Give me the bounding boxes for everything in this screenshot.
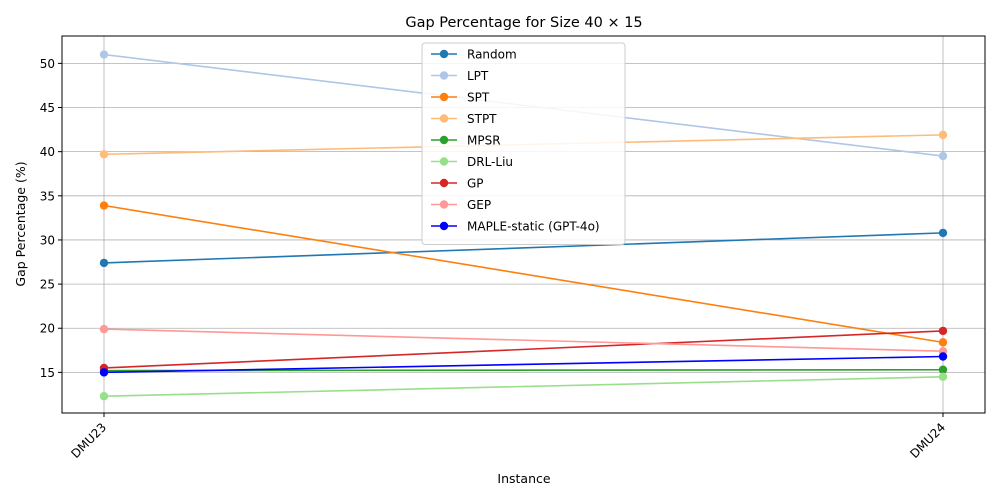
data-point bbox=[938, 228, 948, 238]
data-point bbox=[99, 368, 109, 377]
x-tick-label: DMU23 bbox=[68, 420, 109, 461]
series-spt bbox=[99, 201, 948, 347]
series-line bbox=[103, 355, 944, 374]
legend-label: SPT bbox=[467, 91, 490, 105]
legend: Random LPT SPT STPT MPSR DRL-Liu GP GEP MAPLE-st… bbox=[421, 42, 626, 245]
legend-marker bbox=[439, 157, 449, 166]
legend-label: Random bbox=[467, 48, 517, 62]
y-tick-label: 15 bbox=[40, 366, 55, 380]
series-gp bbox=[99, 326, 948, 373]
chart-title: Gap Percentage for Size 40 × 15 bbox=[405, 15, 642, 31]
legend-marker bbox=[439, 135, 449, 145]
x-tick-label: DMU24 bbox=[907, 420, 948, 461]
legend-label: DRL-Liu bbox=[467, 155, 513, 169]
series-maple-static-gpt-4o bbox=[99, 352, 948, 377]
y-axis-ticks: 15 20 25 30 35 40 45 50 bbox=[40, 57, 62, 380]
series-line bbox=[103, 376, 944, 398]
x-axis-ticks: DMU23 DMU24 bbox=[68, 413, 948, 461]
legend-label: MPSR bbox=[467, 134, 501, 148]
legend-label: GEP bbox=[467, 198, 491, 212]
legend-item: GEP bbox=[431, 198, 491, 212]
series-gep bbox=[99, 324, 948, 356]
legend-frame bbox=[421, 42, 626, 245]
legend-label: GP bbox=[467, 177, 484, 191]
y-tick-label: 25 bbox=[40, 278, 55, 292]
data-point bbox=[99, 324, 109, 334]
legend-item: SPT bbox=[431, 91, 490, 105]
plot-frame bbox=[61, 35, 986, 414]
series-drl-liu bbox=[99, 372, 948, 401]
legend-item: LPT bbox=[431, 69, 489, 83]
y-tick-label: 40 bbox=[40, 145, 55, 159]
legend-marker bbox=[439, 200, 449, 209]
legend-marker bbox=[439, 92, 449, 102]
legend-marker bbox=[439, 71, 449, 80]
data-point bbox=[99, 392, 109, 401]
data-point bbox=[938, 352, 948, 361]
legend-item: GP bbox=[431, 177, 484, 191]
legend-marker bbox=[439, 221, 449, 231]
legend-item: MAPLE-static (GPT-4o) bbox=[431, 220, 600, 234]
series-random bbox=[99, 228, 948, 268]
legend-marker bbox=[439, 49, 449, 59]
series-line bbox=[103, 204, 944, 344]
series-line bbox=[103, 232, 944, 264]
legend-item: STPT bbox=[431, 112, 497, 126]
y-tick-label: 50 bbox=[40, 57, 55, 71]
data-point bbox=[99, 201, 109, 210]
legend-marker bbox=[439, 114, 449, 123]
data-point bbox=[99, 150, 109, 159]
data-point bbox=[938, 372, 948, 382]
y-tick-label: 20 bbox=[40, 322, 55, 336]
legend-label: STPT bbox=[467, 112, 497, 126]
series-line bbox=[103, 328, 944, 352]
y-tick-label: 45 bbox=[40, 101, 55, 115]
data-point bbox=[938, 338, 948, 347]
legend-item: Random bbox=[431, 48, 517, 62]
x-axis-label: Instance bbox=[497, 471, 550, 486]
series-line bbox=[103, 330, 944, 369]
legend-marker bbox=[439, 178, 449, 188]
y-tick-label: 35 bbox=[40, 189, 55, 203]
data-point bbox=[938, 365, 948, 374]
series-lines bbox=[99, 50, 948, 401]
data-point bbox=[938, 326, 948, 336]
legend-item: MPSR bbox=[431, 134, 501, 148]
legend-label: LPT bbox=[467, 69, 489, 83]
legend-label: MAPLE-static (GPT-4o) bbox=[467, 220, 600, 234]
data-point bbox=[938, 151, 948, 161]
y-axis-label: Gap Percentage (%) bbox=[13, 161, 28, 286]
legend-item: DRL-Liu bbox=[431, 155, 513, 169]
data-point bbox=[99, 50, 109, 59]
data-point bbox=[938, 130, 948, 140]
data-point bbox=[99, 258, 109, 268]
y-tick-label: 30 bbox=[40, 233, 55, 247]
